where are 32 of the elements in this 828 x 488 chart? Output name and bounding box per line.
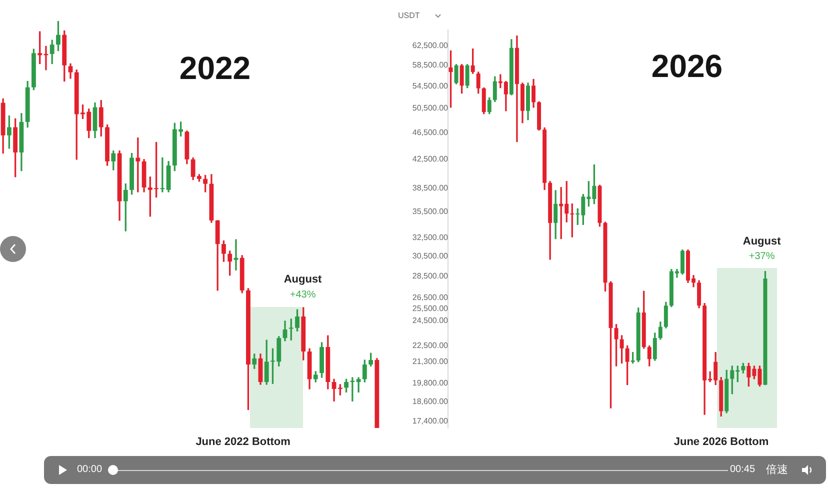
annotation: August — [742, 235, 782, 248]
y-tick-label: 58,500.00 — [412, 60, 449, 70]
y-tick-label: 19,800.00 — [412, 378, 449, 388]
text: 2022 — [179, 50, 251, 86]
text: 00:00 — [77, 464, 102, 476]
y-tick-label: 30,500.00 — [412, 252, 449, 261]
text: June 2022 Bottom — [196, 436, 291, 448]
annotation: +37% — [748, 251, 775, 262]
y-axis-title: USDT — [398, 11, 420, 20]
annotation: +43% — [290, 289, 316, 300]
y-tick-label: 32,500.00 — [412, 233, 449, 242]
text: 00:45 — [730, 464, 756, 476]
text: 2026 — [651, 48, 723, 84]
y-tick-label: 50,500.00 — [412, 104, 449, 113]
y-tick-label: 35,500.00 — [412, 207, 449, 216]
y-tick-label: 26,500.00 — [412, 292, 449, 302]
y-tick-label: 24,500.00 — [412, 316, 449, 325]
y-tick-label: 54,500.00 — [412, 81, 449, 90]
y-tick-label: 42,500.00 — [412, 154, 449, 164]
y-tick-label: 46,500.00 — [412, 128, 449, 137]
text: 倍速 — [766, 463, 788, 477]
y-tick-label: 18,600.00 — [412, 396, 449, 406]
y-tick-label: 22,500.00 — [412, 340, 449, 350]
text: June 2026 Bottom — [674, 436, 769, 448]
y-tick-label: 21,300.00 — [412, 357, 449, 366]
y-tick-label: 25,500.00 — [412, 304, 449, 314]
y-tick-label: 17,400.00 — [412, 416, 449, 426]
y-tick-label: 38,500.00 — [412, 183, 449, 192]
y-tick-label: 28,500.00 — [412, 272, 449, 281]
y-tick-label: 62,500.00 — [412, 41, 449, 50]
candlestick — [356, 377, 361, 393]
annotation: August — [284, 274, 322, 286]
